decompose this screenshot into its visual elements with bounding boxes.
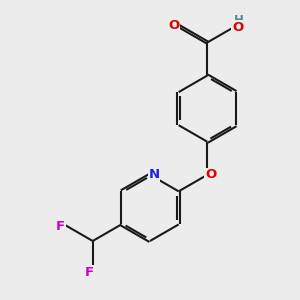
- Text: N: N: [148, 168, 160, 181]
- Text: O: O: [232, 21, 243, 34]
- Text: O: O: [205, 168, 216, 181]
- Text: F: F: [56, 220, 65, 232]
- Text: O: O: [168, 20, 179, 32]
- Text: F: F: [85, 266, 94, 279]
- Text: H: H: [234, 14, 244, 28]
